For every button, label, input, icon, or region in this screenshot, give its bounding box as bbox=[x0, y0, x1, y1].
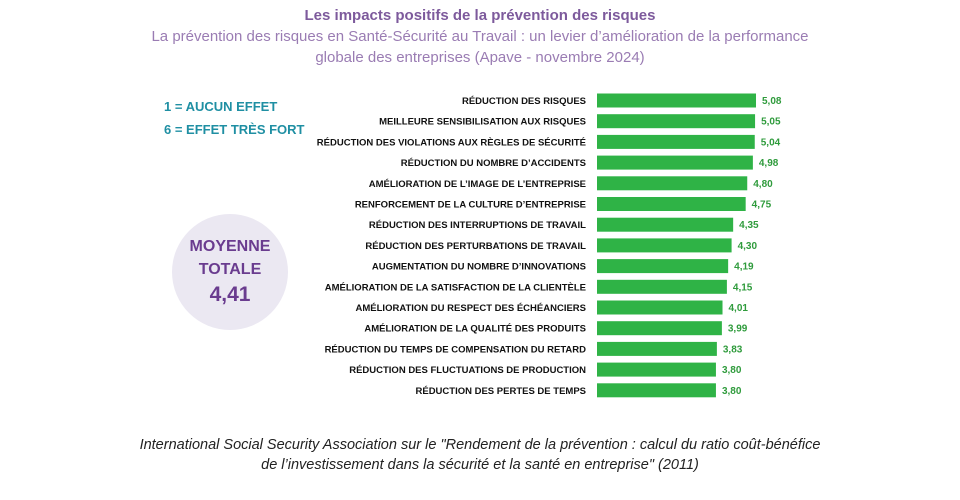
value-label: 4,01 bbox=[729, 303, 749, 314]
bar bbox=[597, 341, 717, 356]
value-label: 4,15 bbox=[733, 282, 753, 293]
bar bbox=[597, 259, 729, 274]
chart-subtitle-line2: globale des entreprises (Apave - novembr… bbox=[315, 49, 645, 66]
category-label: RÉDUCTION DES PERTES DE TEMPS bbox=[416, 386, 587, 397]
value-label: 3,83 bbox=[723, 344, 743, 355]
value-label: 4,98 bbox=[759, 158, 779, 169]
scale-min-label: 1 = AUCUN EFFET bbox=[164, 99, 278, 114]
value-label: 3,80 bbox=[722, 365, 742, 376]
category-label: AMÉLIORATION DU RESPECT DES ÉCHÉANCIERS bbox=[356, 303, 586, 314]
bar bbox=[597, 176, 748, 191]
category-label: RÉDUCTION DU TEMPS DE COMPENSATION DU RE… bbox=[325, 344, 587, 355]
value-label: 4,80 bbox=[753, 179, 773, 190]
category-label: MEILLEURE SENSIBILISATION AUX RISQUES bbox=[379, 117, 586, 128]
bar-chart: RÉDUCTION DES RISQUES 5,08 MEILLEURE SENSI… bbox=[317, 93, 782, 398]
value-label: 5,04 bbox=[761, 137, 781, 148]
category-label: AMÉLIORATION DE LA QUALITÉ DES PRODUITS bbox=[364, 324, 586, 335]
category-label: RÉDUCTION DES VIOLATIONS AUX RÈGLES DE S… bbox=[317, 137, 586, 148]
bar bbox=[597, 362, 716, 377]
bar bbox=[597, 93, 757, 108]
category-label: RÉDUCTION DU NOMBRE D’ACCIDENTS bbox=[401, 158, 586, 169]
header: Les impacts positifs de la prévention de… bbox=[0, 6, 960, 68]
bar bbox=[597, 197, 746, 211]
value-label: 4,75 bbox=[752, 200, 772, 211]
bar bbox=[597, 134, 755, 149]
bar bbox=[597, 217, 734, 232]
value-label: 5,08 bbox=[762, 96, 782, 107]
source-footer: International Social Security Associatio… bbox=[0, 435, 960, 475]
average-value: 4,41 bbox=[209, 283, 251, 306]
scale-legend: 1 = AUCUN EFFET 6 = EFFET TRÈS FORT bbox=[164, 95, 305, 141]
bar bbox=[597, 155, 753, 170]
category-label: AUGMENTATION DU NOMBRE D’INNOVATIONS bbox=[372, 262, 586, 273]
source-line2: de l’investissement dans la sécurité et … bbox=[261, 457, 699, 473]
average-label-line1: MOYENNE bbox=[189, 238, 271, 255]
value-label: 4,35 bbox=[739, 220, 759, 231]
category-label: AMÉLIORATION DE LA SATISFACTION DE LA CL… bbox=[325, 282, 586, 293]
category-label: RÉDUCTION DES FLUCTUATIONS DE PRODUCTION bbox=[349, 365, 586, 376]
bar bbox=[597, 300, 723, 315]
category-label: RENFORCEMENT DE LA CULTURE D’ENTREPRISE bbox=[355, 200, 586, 211]
bar bbox=[597, 238, 732, 253]
chart-subtitle-line1: La prévention des risques en Santé-Sécur… bbox=[151, 28, 809, 45]
bar bbox=[597, 114, 756, 129]
category-label: RÉDUCTION DES RISQUES bbox=[462, 96, 586, 107]
bar bbox=[597, 383, 716, 398]
average-label-line2: TOTALE bbox=[198, 261, 262, 278]
scale-max-label: 6 = EFFET TRÈS FORT bbox=[164, 122, 305, 137]
category-label: RÉDUCTION DES INTERRUPTIONS DE TRAVAIL bbox=[369, 220, 586, 231]
value-label: 4,30 bbox=[738, 241, 758, 252]
bar bbox=[597, 279, 727, 294]
chart-title: Les impacts positifs de la prévention de… bbox=[304, 7, 656, 24]
value-label: 3,80 bbox=[722, 386, 742, 397]
bar bbox=[597, 321, 722, 336]
source-line1: International Social Security Associatio… bbox=[139, 437, 821, 453]
value-label: 5,05 bbox=[761, 117, 781, 128]
value-label: 3,99 bbox=[728, 324, 748, 335]
average-circle: MOYENNE TOTALE 4,41 bbox=[172, 214, 288, 330]
value-label: 4,19 bbox=[734, 262, 754, 273]
category-label: AMÉLIORATION DE L’IMAGE DE L’ENTREPRISE bbox=[369, 179, 586, 190]
category-label: RÉDUCTION DES PERTURBATIONS DE TRAVAIL bbox=[365, 241, 586, 252]
